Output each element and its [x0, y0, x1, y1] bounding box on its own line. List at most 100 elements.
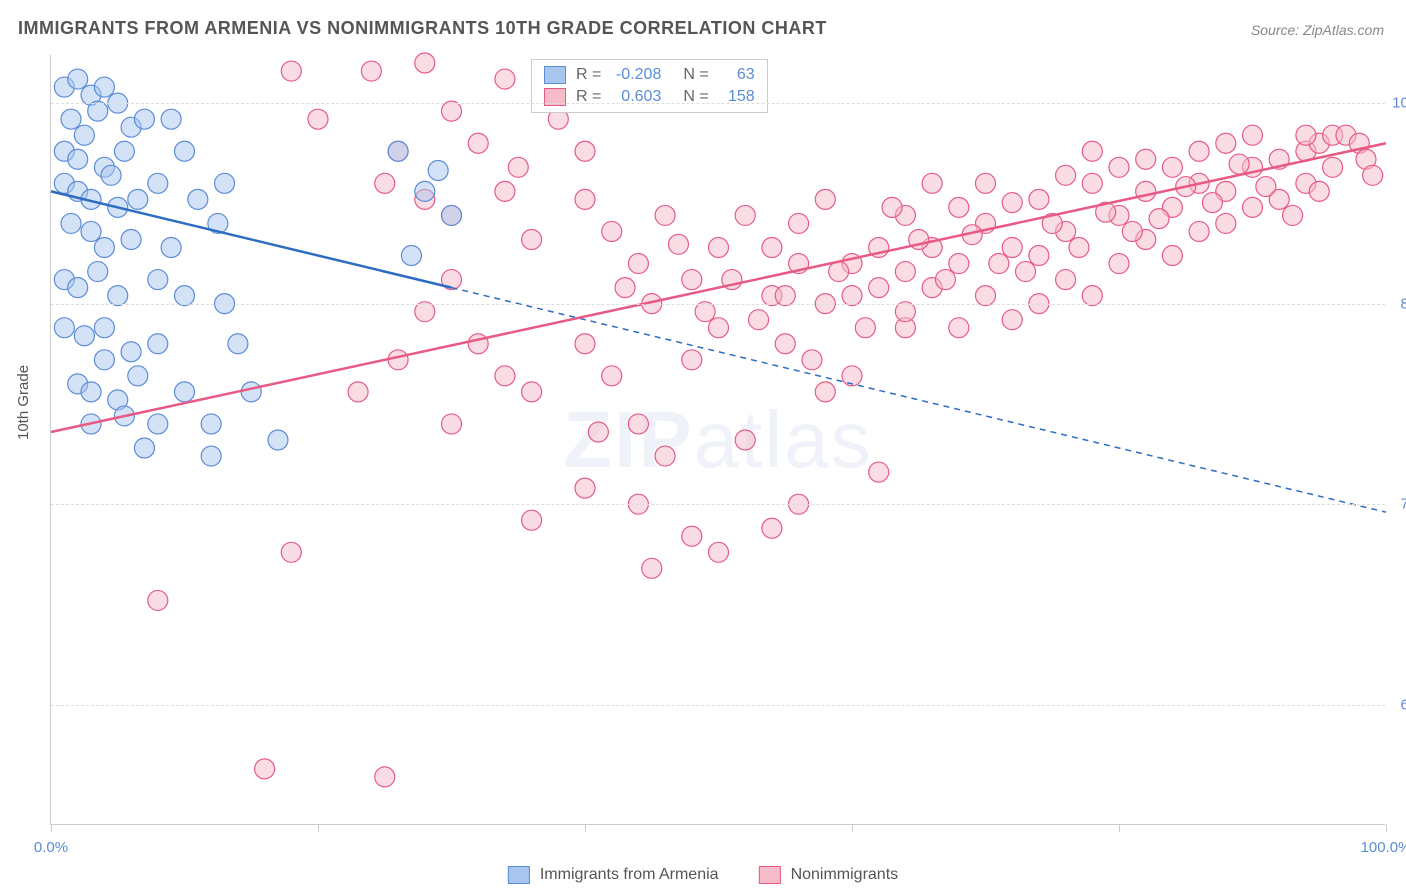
scatter-point: [575, 334, 595, 354]
scatter-point: [935, 270, 955, 290]
scatter-point: [802, 350, 822, 370]
scatter-point: [976, 286, 996, 306]
grid-line: [51, 504, 1385, 505]
scatter-point: [1029, 246, 1049, 266]
scatter-point: [495, 69, 515, 89]
scatter-point: [869, 462, 889, 482]
scatter-point: [655, 446, 675, 466]
stats-legend-row: R =0.603N =158: [544, 86, 755, 108]
scatter-point: [895, 302, 915, 322]
scatter-point: [94, 77, 114, 97]
scatter-point: [1229, 154, 1249, 174]
scatter-point: [401, 246, 421, 266]
legend-swatch: [544, 66, 566, 84]
scatter-point: [869, 278, 889, 298]
scatter-point: [682, 270, 702, 290]
scatter-point: [1056, 165, 1076, 185]
bottom-legend-item: Immigrants from Armenia: [508, 866, 719, 884]
scatter-point: [68, 69, 88, 89]
scatter-point: [855, 318, 875, 338]
scatter-point: [642, 558, 662, 578]
stats-legend: R =-0.208N =63R =0.603N =158: [531, 59, 768, 113]
scatter-point: [1056, 270, 1076, 290]
scatter-point: [94, 238, 114, 258]
legend-label: Nonimmigrants: [791, 866, 899, 884]
scatter-point: [1082, 141, 1102, 161]
scatter-point: [976, 173, 996, 193]
scatter-point: [74, 326, 94, 346]
y-tick-label: 62.5%: [1400, 696, 1406, 713]
scatter-point: [508, 157, 528, 177]
scatter-point: [114, 141, 134, 161]
plot-area: ZIPatlas R =-0.208N =63R =0.603N =158 62…: [50, 55, 1385, 825]
scatter-point: [709, 238, 729, 258]
scatter-point: [1243, 197, 1263, 217]
source-label: Source: ZipAtlas.com: [1251, 22, 1384, 38]
scatter-point: [74, 125, 94, 145]
scatter-point: [415, 181, 435, 201]
scatter-point: [241, 382, 261, 402]
trend-line: [51, 143, 1386, 432]
scatter-point: [1149, 209, 1169, 229]
scatter-point: [749, 310, 769, 330]
scatter-point: [61, 213, 81, 233]
scatter-point: [628, 254, 648, 274]
bottom-legend-item: Nonimmigrants: [759, 866, 899, 884]
scatter-point: [575, 478, 595, 498]
scatter-point: [789, 213, 809, 233]
scatter-point: [762, 238, 782, 258]
scatter-point: [575, 189, 595, 209]
scatter-point: [1002, 238, 1022, 258]
scatter-point: [81, 382, 101, 402]
scatter-point: [522, 382, 542, 402]
scatter-point: [148, 590, 168, 610]
scatter-point: [615, 278, 635, 298]
chart-title: IMMIGRANTS FROM ARMENIA VS NONIMMIGRANTS…: [18, 18, 827, 39]
scatter-point: [88, 101, 108, 121]
scatter-point: [415, 302, 435, 322]
scatter-point: [628, 414, 648, 434]
scatter-point: [522, 510, 542, 530]
x-tick-label: 100.0%: [1361, 839, 1406, 856]
scatter-point: [1069, 238, 1089, 258]
scatter-point: [201, 414, 221, 434]
scatter-point: [575, 141, 595, 161]
scatter-point: [1189, 221, 1209, 241]
scatter-point: [989, 254, 1009, 274]
scatter-point: [161, 238, 181, 258]
scatter-point: [829, 262, 849, 282]
x-tick: [585, 824, 586, 832]
scatter-point: [882, 197, 902, 217]
x-tick: [318, 824, 319, 832]
scatter-point: [128, 189, 148, 209]
scatter-point: [361, 61, 381, 81]
scatter-point: [655, 205, 675, 225]
x-tick: [1386, 824, 1387, 832]
scatter-point: [375, 767, 395, 787]
x-tick: [1119, 824, 1120, 832]
legend-swatch: [759, 866, 781, 884]
scatter-point: [148, 270, 168, 290]
stats-r-label: R =: [576, 66, 601, 84]
scatter-point: [175, 382, 195, 402]
scatter-point: [522, 229, 542, 249]
scatter-point: [255, 759, 275, 779]
scatter-point: [1122, 221, 1142, 241]
scatter-point: [1162, 246, 1182, 266]
scatter-point: [949, 318, 969, 338]
scatter-point: [709, 542, 729, 562]
grid-line: [51, 304, 1385, 305]
scatter-point: [134, 109, 154, 129]
scatter-point: [1283, 205, 1303, 225]
scatter-point: [1082, 173, 1102, 193]
scatter-point: [668, 234, 688, 254]
bottom-legend: Immigrants from Armenia Nonimmigrants: [508, 866, 898, 884]
scatter-point: [61, 109, 81, 129]
scatter-point: [88, 262, 108, 282]
scatter-point: [442, 205, 462, 225]
scatter-point: [762, 518, 782, 538]
scatter-point: [121, 229, 141, 249]
scatter-point: [1002, 310, 1022, 330]
scatter-point: [415, 53, 435, 73]
scatter-point: [68, 149, 88, 169]
